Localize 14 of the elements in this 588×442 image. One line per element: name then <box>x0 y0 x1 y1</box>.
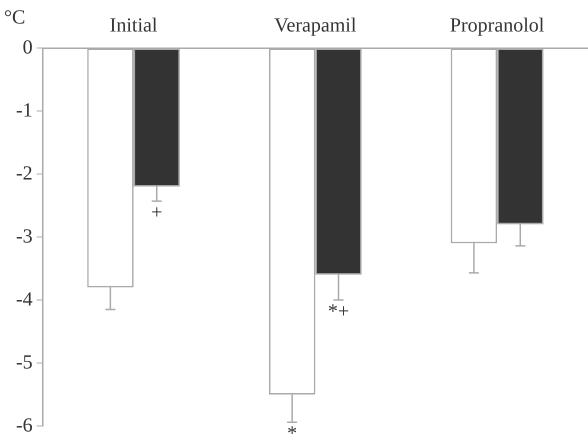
y-tick-label: -5 <box>16 351 33 374</box>
y-tick-label: -3 <box>16 225 33 248</box>
y-tick-label: -6 <box>16 414 33 436</box>
x-tick-label: Verapamil <box>274 14 357 36</box>
annotation: + <box>151 201 162 224</box>
y-axis-title: °C <box>4 6 26 28</box>
y-tick-label: -2 <box>16 162 33 184</box>
x-tick-label: Initial <box>110 14 158 36</box>
y-tick-label: 0 <box>22 36 33 58</box>
annotation: * <box>287 422 298 442</box>
y-tick-label: -1 <box>16 99 33 122</box>
y-tick-label: -4 <box>16 288 33 310</box>
annotation: *+ <box>328 300 350 322</box>
x-tick-label: Propranolol <box>450 14 545 36</box>
